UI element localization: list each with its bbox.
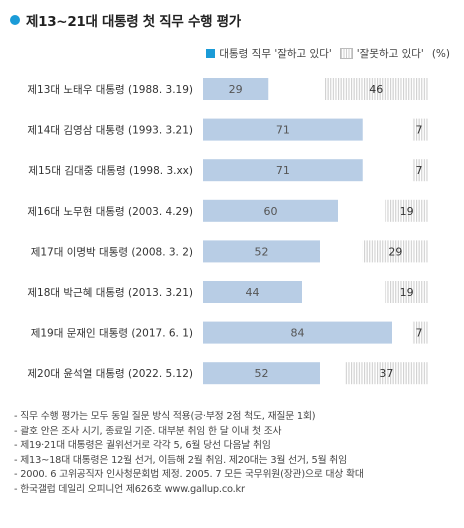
approve-bar <box>203 240 320 263</box>
legend-approve-label: 대통령 직무 '잘하고 있다' <box>219 48 332 60</box>
disapprove-value-label: 19 <box>400 205 414 218</box>
disapprove-value-label: 46 <box>369 83 383 96</box>
approve-bar <box>203 321 392 344</box>
approval-chart: 제13대 노태우 대통령 (1988. 3.19) 29 46 제14대 김영삼 대통… <box>27 78 428 385</box>
disapprove-bar <box>412 321 428 344</box>
legend-disapprove-label: '잘못하고 있다' <box>356 48 424 60</box>
disapprove-value-label: 29 <box>388 245 402 258</box>
disapprove-bar <box>412 118 428 141</box>
footnote: - 직무 수행 평가는 모두 동일 질문 방식 적용(긍·부정 2점 척도, 재… <box>14 411 316 422</box>
footnote: - 한국갤럽 데일리 오피니언 제626호 www.gallup.co.kr <box>14 483 245 495</box>
approve-bar <box>203 199 338 222</box>
title-row: 제13~21대 대통령 첫 직무 수행 평가 <box>10 8 241 32</box>
approve-value-label: 71 <box>276 124 290 137</box>
disapprove-value-label: 7 <box>416 124 423 137</box>
disapprove-value-label: 7 <box>416 164 423 177</box>
category-label: 제18대 박근혜 대통령 (2013. 3.21) <box>27 287 193 299</box>
title-dot-icon <box>10 15 20 25</box>
approve-bar <box>203 281 302 303</box>
disapprove-value-label: 19 <box>400 286 414 299</box>
approve-bar <box>203 118 363 141</box>
disapprove-bar <box>385 199 428 222</box>
approve-swatch-icon <box>206 49 216 58</box>
category-label: 제13대 노태우 대통령 (1988. 3.19) <box>27 84 193 96</box>
footnotes: - 직무 수행 평가는 모두 동일 질문 방식 적용(긍·부정 2점 척도, 재… <box>14 410 364 498</box>
category-label: 제15대 김대중 대통령 (1998. 3.xx) <box>28 165 193 177</box>
footnote: - 2000. 6 고위공직자 인사청문회법 제정. 2005. 7 모든 국무… <box>14 469 364 481</box>
approve-value-label: 84 <box>291 327 305 340</box>
approve-value-label: 60 <box>264 205 278 218</box>
disapprove-value-label: 7 <box>416 327 423 340</box>
footnote: - 괄호 안은 조사 시기, 종료일 기준. 대부분 취임 한 달 이내 첫 조… <box>14 425 282 437</box>
disapprove-value-label: 37 <box>379 367 393 380</box>
category-label: 제19대 문재인 대통령 (2017. 6. 1) <box>31 328 193 340</box>
approve-value-label: 52 <box>255 245 269 258</box>
category-label: 제20대 윤석열 대통령 (2022. 5.12) <box>27 368 193 380</box>
approve-value-label: 29 <box>229 83 243 96</box>
footnote: - 제13~18대 대통령은 12월 선거, 이듬해 2월 취임. 제20대는 … <box>14 454 347 466</box>
approve-bar <box>203 362 320 385</box>
category-label: 제14대 김영삼 대통령 (1993. 3.21) <box>27 125 193 137</box>
approve-value-label: 44 <box>246 286 260 299</box>
disapprove-bar <box>362 240 428 263</box>
disapprove-bar <box>385 281 428 303</box>
disapprove-swatch-icon <box>339 48 353 59</box>
chart-title: 제13~21대 대통령 첫 직무 수행 평가 <box>26 14 241 30</box>
approve-bar <box>203 159 363 182</box>
approve-value-label: 71 <box>276 164 290 177</box>
disapprove-bar <box>344 362 428 385</box>
legend-unit: (%) <box>431 47 450 60</box>
disapprove-bar <box>324 78 428 100</box>
disapprove-bar <box>412 159 428 182</box>
approve-bar <box>203 78 269 100</box>
category-label: 제17대 이명박 대통령 (2008. 3. 2) <box>31 246 193 258</box>
category-label: 제16대 노무현 대통령 (2003. 4.29) <box>27 206 193 218</box>
legend: 대통령 직무 '잘하고 있다' '잘못하고 있다' (%) <box>206 46 450 61</box>
approve-value-label: 52 <box>255 367 269 380</box>
footnote: - 제19·21대 대통령은 궐위선거로 각각 5, 6월 당선 다음날 취임 <box>14 440 271 452</box>
